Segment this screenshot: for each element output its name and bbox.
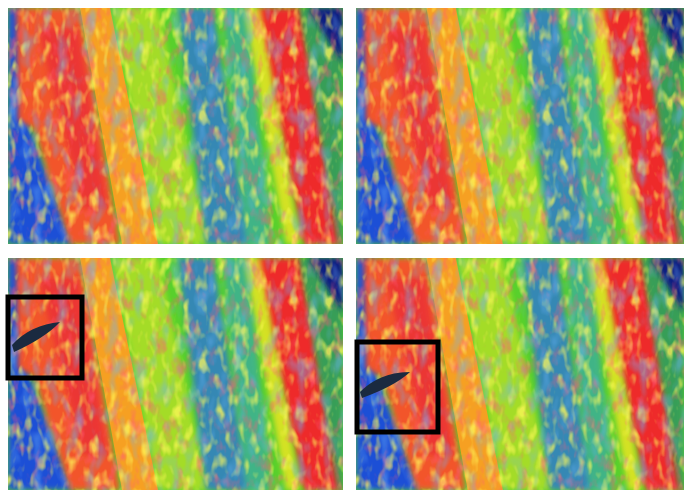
thermal-image-top-right [356,8,684,244]
highlight-box [354,339,441,435]
highlight-box [5,294,85,381]
thermal-image-top-left [8,8,343,244]
object [12,322,60,352]
thermal-image-bottom-left [8,258,343,490]
object [360,372,410,398]
